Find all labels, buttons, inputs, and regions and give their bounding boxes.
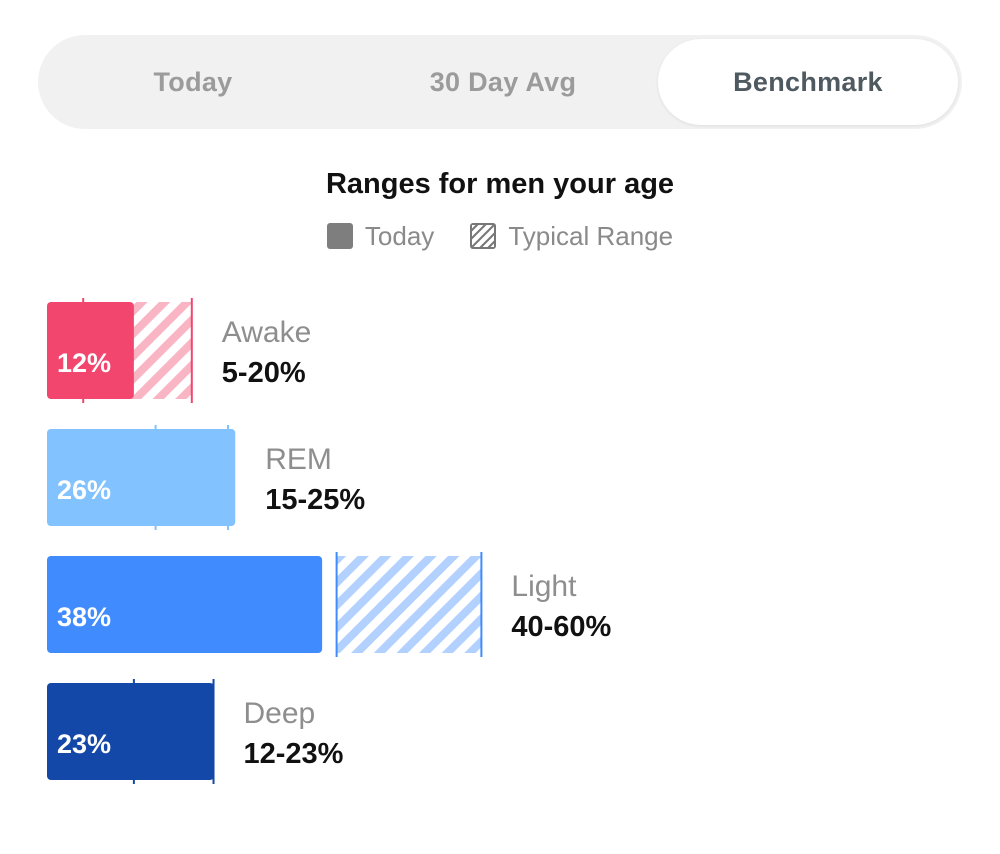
stage-name-awake: Awake bbox=[222, 316, 312, 349]
legend-item-today: Today bbox=[327, 221, 434, 252]
bar-typical-range-light bbox=[337, 556, 482, 653]
stage-range-deep: 12-23% bbox=[244, 738, 344, 770]
stage-range-light: 40-60% bbox=[511, 611, 611, 643]
stage-range-awake: 5-20% bbox=[222, 357, 306, 389]
stage-name-rem: REM bbox=[265, 443, 332, 476]
stage-name-deep: Deep bbox=[244, 697, 316, 730]
segmented-control: Today 30 Day Avg Benchmark bbox=[38, 35, 962, 129]
legend-label-typical-range: Typical Range bbox=[508, 221, 673, 252]
row-rem: 26% REM 15-25% bbox=[47, 425, 365, 530]
bar-value-label-light: 38% bbox=[57, 602, 111, 632]
bar-typical-range-deep bbox=[134, 683, 214, 780]
bar-typical-range-rem bbox=[156, 429, 228, 526]
stage-range-rem: 15-25% bbox=[265, 484, 365, 516]
bar-value-label-awake: 12% bbox=[57, 348, 111, 378]
row-awake: 12% Awake 5-20% bbox=[47, 298, 311, 403]
stage-name-light: Light bbox=[511, 570, 577, 603]
tab-benchmark[interactable]: Benchmark bbox=[658, 39, 958, 125]
chart-legend: Today Typical Range bbox=[0, 218, 1000, 254]
tab-30-day-avg[interactable]: 30 Day Avg bbox=[348, 35, 658, 129]
tab-today[interactable]: Today bbox=[38, 35, 348, 129]
sleep-stage-chart: 12% Awake 5-20% 26% REM 15-25% 38% Light 40-60% 2… bbox=[0, 280, 1000, 800]
legend-label-today: Today bbox=[365, 221, 434, 252]
solid-swatch-icon bbox=[327, 223, 353, 249]
bar-value-label-deep: 23% bbox=[57, 729, 111, 759]
row-light: 38% Light 40-60% bbox=[47, 552, 612, 657]
legend-item-typical-range: Typical Range bbox=[470, 221, 673, 252]
bar-value-label-rem: 26% bbox=[57, 475, 111, 505]
chart-title: Ranges for men your age bbox=[0, 168, 1000, 201]
row-deep: 23% Deep 12-23% bbox=[47, 679, 344, 784]
hatched-swatch-icon bbox=[470, 223, 496, 249]
